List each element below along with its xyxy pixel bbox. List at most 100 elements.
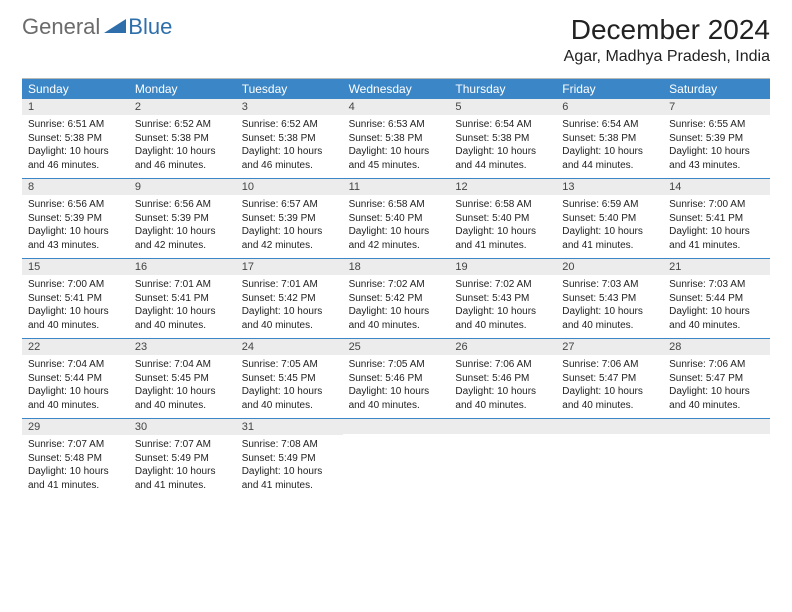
calendar-day: 12Sunrise: 6:58 AMSunset: 5:40 PMDayligh… bbox=[449, 179, 556, 258]
daylight-text: Daylight: 10 hours and 40 minutes. bbox=[28, 305, 123, 332]
day-number: 10 bbox=[236, 179, 343, 195]
sunrise-text: Sunrise: 7:08 AM bbox=[242, 438, 337, 452]
sunrise-text: Sunrise: 6:59 AM bbox=[562, 198, 657, 212]
daylight-text: Daylight: 10 hours and 41 minutes. bbox=[28, 465, 123, 492]
day-number: 9 bbox=[129, 179, 236, 195]
calendar-day: 1Sunrise: 6:51 AMSunset: 5:38 PMDaylight… bbox=[22, 99, 129, 178]
calendar-day-empty bbox=[343, 419, 450, 498]
day-number: 31 bbox=[236, 419, 343, 435]
day-number: 24 bbox=[236, 339, 343, 355]
calendar-week: 8Sunrise: 6:56 AMSunset: 5:39 PMDaylight… bbox=[22, 179, 770, 259]
day-info: Sunrise: 7:08 AMSunset: 5:49 PMDaylight:… bbox=[236, 435, 343, 498]
calendar-day: 16Sunrise: 7:01 AMSunset: 5:41 PMDayligh… bbox=[129, 259, 236, 338]
sunrise-text: Sunrise: 7:01 AM bbox=[242, 278, 337, 292]
daylight-text: Daylight: 10 hours and 43 minutes. bbox=[669, 145, 764, 172]
calendar-day: 24Sunrise: 7:05 AMSunset: 5:45 PMDayligh… bbox=[236, 339, 343, 418]
calendar-day: 18Sunrise: 7:02 AMSunset: 5:42 PMDayligh… bbox=[343, 259, 450, 338]
day-info: Sunrise: 6:55 AMSunset: 5:39 PMDaylight:… bbox=[663, 115, 770, 178]
day-info: Sunrise: 6:54 AMSunset: 5:38 PMDaylight:… bbox=[449, 115, 556, 178]
sunrise-text: Sunrise: 7:04 AM bbox=[28, 358, 123, 372]
day-number: 8 bbox=[22, 179, 129, 195]
sunset-text: Sunset: 5:44 PM bbox=[669, 292, 764, 306]
sunset-text: Sunset: 5:38 PM bbox=[349, 132, 444, 146]
day-info: Sunrise: 7:06 AMSunset: 5:47 PMDaylight:… bbox=[663, 355, 770, 418]
sunrise-text: Sunrise: 7:02 AM bbox=[455, 278, 550, 292]
day-info: Sunrise: 7:00 AMSunset: 5:41 PMDaylight:… bbox=[22, 275, 129, 338]
day-number bbox=[343, 419, 450, 434]
location-label: Agar, Madhya Pradesh, India bbox=[564, 48, 770, 66]
calendar-week: 15Sunrise: 7:00 AMSunset: 5:41 PMDayligh… bbox=[22, 259, 770, 339]
daylight-text: Daylight: 10 hours and 46 minutes. bbox=[28, 145, 123, 172]
sunset-text: Sunset: 5:38 PM bbox=[242, 132, 337, 146]
sunset-text: Sunset: 5:38 PM bbox=[135, 132, 230, 146]
day-number: 4 bbox=[343, 99, 450, 115]
daylight-text: Daylight: 10 hours and 43 minutes. bbox=[28, 225, 123, 252]
weekday-header: Sunday bbox=[22, 79, 129, 99]
day-number: 26 bbox=[449, 339, 556, 355]
sunrise-text: Sunrise: 7:02 AM bbox=[349, 278, 444, 292]
sunset-text: Sunset: 5:40 PM bbox=[455, 212, 550, 226]
day-number: 23 bbox=[129, 339, 236, 355]
sunrise-text: Sunrise: 6:52 AM bbox=[135, 118, 230, 132]
calendar-week: 29Sunrise: 7:07 AMSunset: 5:48 PMDayligh… bbox=[22, 419, 770, 498]
sunrise-text: Sunrise: 7:00 AM bbox=[669, 198, 764, 212]
sunset-text: Sunset: 5:40 PM bbox=[349, 212, 444, 226]
sunset-text: Sunset: 5:45 PM bbox=[135, 372, 230, 386]
day-number: 28 bbox=[663, 339, 770, 355]
calendar-day-empty bbox=[556, 419, 663, 498]
calendar-day-empty bbox=[663, 419, 770, 498]
weekday-header: Monday bbox=[129, 79, 236, 99]
calendar-day: 28Sunrise: 7:06 AMSunset: 5:47 PMDayligh… bbox=[663, 339, 770, 418]
calendar-day: 23Sunrise: 7:04 AMSunset: 5:45 PMDayligh… bbox=[129, 339, 236, 418]
day-info: Sunrise: 6:52 AMSunset: 5:38 PMDaylight:… bbox=[236, 115, 343, 178]
day-info: Sunrise: 7:05 AMSunset: 5:46 PMDaylight:… bbox=[343, 355, 450, 418]
calendar-day: 21Sunrise: 7:03 AMSunset: 5:44 PMDayligh… bbox=[663, 259, 770, 338]
day-info: Sunrise: 6:53 AMSunset: 5:38 PMDaylight:… bbox=[343, 115, 450, 178]
sunrise-text: Sunrise: 7:03 AM bbox=[669, 278, 764, 292]
sunset-text: Sunset: 5:48 PM bbox=[28, 452, 123, 466]
day-number bbox=[556, 419, 663, 434]
calendar-day: 11Sunrise: 6:58 AMSunset: 5:40 PMDayligh… bbox=[343, 179, 450, 258]
sunset-text: Sunset: 5:38 PM bbox=[562, 132, 657, 146]
calendar-day: 9Sunrise: 6:56 AMSunset: 5:39 PMDaylight… bbox=[129, 179, 236, 258]
calendar-day: 14Sunrise: 7:00 AMSunset: 5:41 PMDayligh… bbox=[663, 179, 770, 258]
day-info bbox=[343, 434, 450, 492]
calendar-day: 7Sunrise: 6:55 AMSunset: 5:39 PMDaylight… bbox=[663, 99, 770, 178]
weekday-header: Friday bbox=[556, 79, 663, 99]
day-number: 18 bbox=[343, 259, 450, 275]
daylight-text: Daylight: 10 hours and 45 minutes. bbox=[349, 145, 444, 172]
day-info: Sunrise: 6:56 AMSunset: 5:39 PMDaylight:… bbox=[129, 195, 236, 258]
sunrise-text: Sunrise: 6:56 AM bbox=[28, 198, 123, 212]
calendar-day-empty bbox=[449, 419, 556, 498]
day-info: Sunrise: 7:06 AMSunset: 5:46 PMDaylight:… bbox=[449, 355, 556, 418]
sunset-text: Sunset: 5:46 PM bbox=[455, 372, 550, 386]
day-number: 12 bbox=[449, 179, 556, 195]
logo: General Blue bbox=[22, 14, 172, 40]
day-number: 1 bbox=[22, 99, 129, 115]
day-info: Sunrise: 6:52 AMSunset: 5:38 PMDaylight:… bbox=[129, 115, 236, 178]
calendar-day: 6Sunrise: 6:54 AMSunset: 5:38 PMDaylight… bbox=[556, 99, 663, 178]
calendar-day: 20Sunrise: 7:03 AMSunset: 5:43 PMDayligh… bbox=[556, 259, 663, 338]
day-info: Sunrise: 6:51 AMSunset: 5:38 PMDaylight:… bbox=[22, 115, 129, 178]
calendar-week: 1Sunrise: 6:51 AMSunset: 5:38 PMDaylight… bbox=[22, 99, 770, 179]
calendar-day: 3Sunrise: 6:52 AMSunset: 5:38 PMDaylight… bbox=[236, 99, 343, 178]
day-info: Sunrise: 7:07 AMSunset: 5:49 PMDaylight:… bbox=[129, 435, 236, 498]
sunset-text: Sunset: 5:44 PM bbox=[28, 372, 123, 386]
weekday-header: Saturday bbox=[663, 79, 770, 99]
calendar-day: 30Sunrise: 7:07 AMSunset: 5:49 PMDayligh… bbox=[129, 419, 236, 498]
daylight-text: Daylight: 10 hours and 40 minutes. bbox=[669, 385, 764, 412]
day-info: Sunrise: 7:04 AMSunset: 5:45 PMDaylight:… bbox=[129, 355, 236, 418]
calendar-day: 26Sunrise: 7:06 AMSunset: 5:46 PMDayligh… bbox=[449, 339, 556, 418]
day-info: Sunrise: 7:04 AMSunset: 5:44 PMDaylight:… bbox=[22, 355, 129, 418]
daylight-text: Daylight: 10 hours and 40 minutes. bbox=[242, 305, 337, 332]
calendar-day: 15Sunrise: 7:00 AMSunset: 5:41 PMDayligh… bbox=[22, 259, 129, 338]
calendar-day: 27Sunrise: 7:06 AMSunset: 5:47 PMDayligh… bbox=[556, 339, 663, 418]
day-info bbox=[663, 434, 770, 492]
sunset-text: Sunset: 5:38 PM bbox=[28, 132, 123, 146]
sunrise-text: Sunrise: 7:06 AM bbox=[455, 358, 550, 372]
sunset-text: Sunset: 5:46 PM bbox=[349, 372, 444, 386]
day-info: Sunrise: 7:01 AMSunset: 5:42 PMDaylight:… bbox=[236, 275, 343, 338]
sunrise-text: Sunrise: 6:58 AM bbox=[349, 198, 444, 212]
calendar-day: 29Sunrise: 7:07 AMSunset: 5:48 PMDayligh… bbox=[22, 419, 129, 498]
day-number: 27 bbox=[556, 339, 663, 355]
